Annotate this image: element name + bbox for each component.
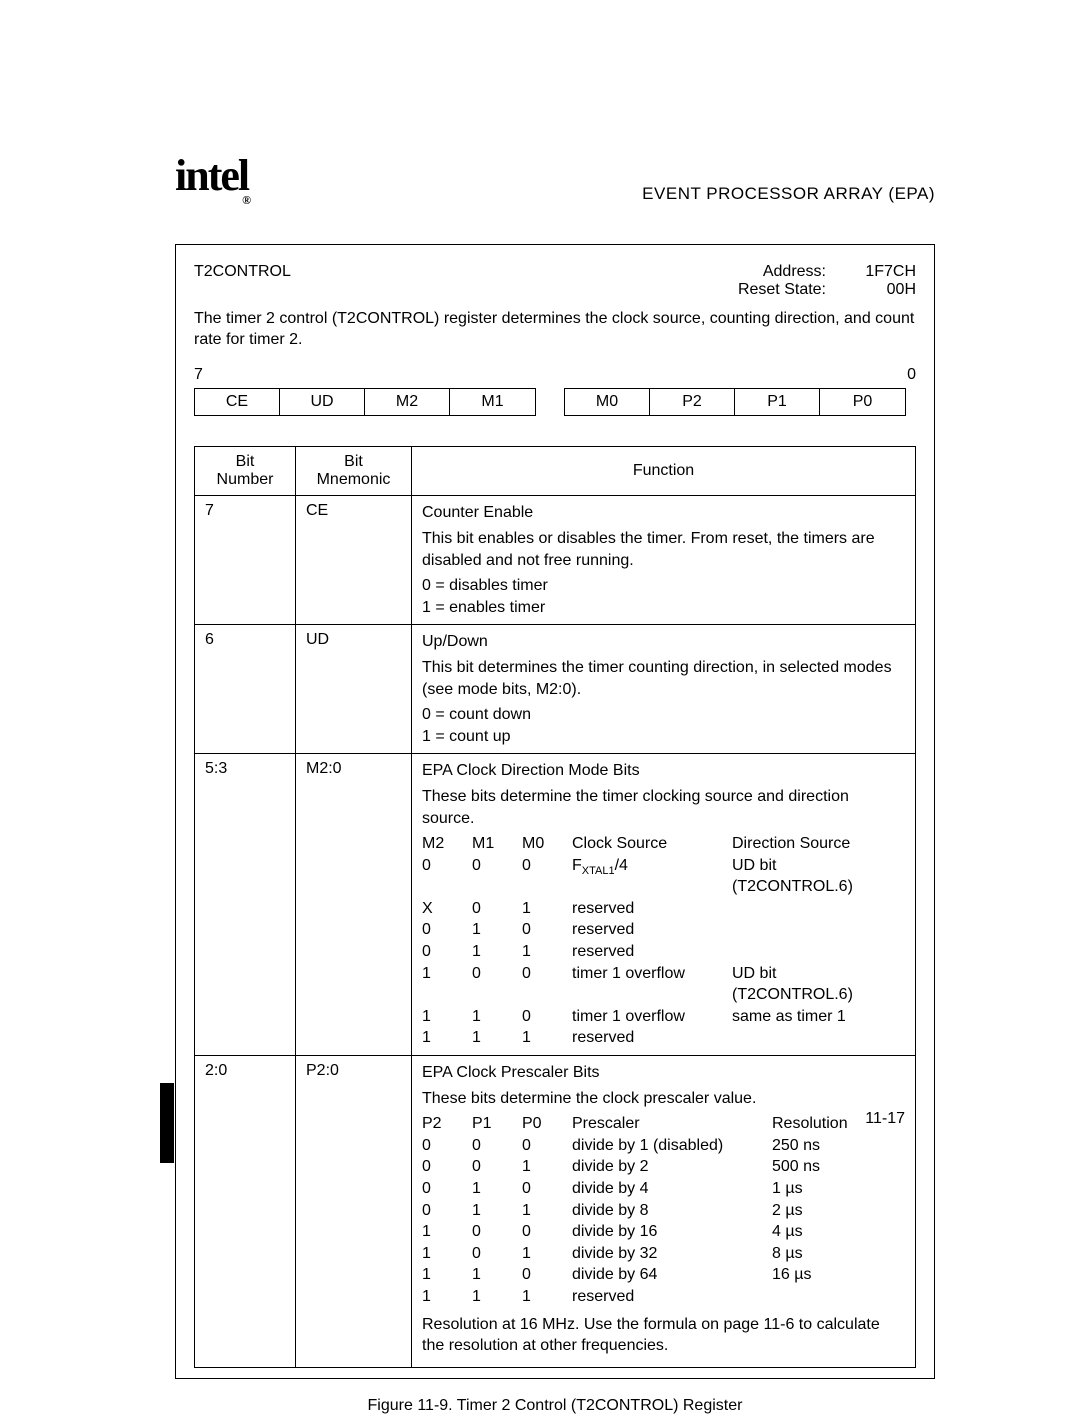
table-row: 7 CE Counter Enable This bit enables or …	[195, 496, 916, 625]
bit-cell: CE	[195, 389, 280, 415]
func-value-1: 1 = count up	[422, 726, 905, 748]
page: intel® EVENT PROCESSOR ARRAY (EPA) T2CON…	[0, 0, 1080, 1397]
side-index-bar	[160, 1083, 174, 1163]
bit-group-low: M0 P2 P1 P0	[564, 388, 906, 416]
bit-group-high: CE UD M2 M1	[194, 388, 536, 416]
function-cell: EPA Clock Direction Mode Bits These bits…	[412, 754, 916, 1056]
bit-number: 2:0	[195, 1056, 296, 1368]
func-title: Counter Enable	[422, 502, 905, 524]
table-row: 2:0 P2:0 EPA Clock Prescaler Bits These …	[195, 1056, 916, 1368]
bit-number-row: 7 0	[194, 366, 916, 384]
func-title: EPA Clock Prescaler Bits	[422, 1062, 905, 1084]
table-header-row: Bit Number Bit Mnemonic Function	[195, 447, 916, 496]
function-cell: EPA Clock Prescaler Bits These bits dete…	[412, 1056, 916, 1368]
bit-cell: P1	[735, 389, 820, 415]
func-para: This bit enables or disables the timer. …	[422, 528, 905, 571]
prescaler-note: Resolution at 16 MHz. Use the formula on…	[422, 1314, 905, 1357]
logo-registered: ®	[242, 193, 249, 207]
function-table: Bit Number Bit Mnemonic Function 7 CE Co…	[194, 446, 916, 1367]
logo-text: intel	[175, 151, 248, 200]
table-row: 6 UD Up/Down This bit determines the tim…	[195, 625, 916, 754]
bit-gap	[536, 388, 564, 416]
func-para: These bits determine the clock prescaler…	[422, 1088, 905, 1110]
bit-number: 5:3	[195, 754, 296, 1056]
func-para: This bit determines the timer counting d…	[422, 657, 905, 700]
col-bit-mnemonic: Bit Mnemonic	[296, 447, 412, 496]
func-value-1: 1 = enables timer	[422, 597, 905, 619]
high-bit: 7	[194, 366, 203, 384]
table-row: 5:3 M2:0 EPA Clock Direction Mode Bits T…	[195, 754, 916, 1056]
bit-cell: P2	[650, 389, 735, 415]
bit-cell: P0	[820, 389, 905, 415]
bit-number: 6	[195, 625, 296, 754]
bit-cell: UD	[280, 389, 365, 415]
bit-cell: M2	[365, 389, 450, 415]
bit-number: 7	[195, 496, 296, 625]
address-label: Address:	[706, 263, 856, 281]
bit-mnemonic: P2:0	[296, 1056, 412, 1368]
function-cell: Counter Enable This bit enables or disab…	[412, 496, 916, 625]
figure-caption: Figure 11-9. Timer 2 Control (T2CONTROL)…	[175, 1397, 935, 1415]
content-area: intel® EVENT PROCESSOR ARRAY (EPA) T2CON…	[175, 150, 935, 1415]
low-bit: 0	[907, 366, 916, 384]
function-cell: Up/Down This bit determines the timer co…	[412, 625, 916, 754]
func-value-0: 0 = disables timer	[422, 575, 905, 597]
bit-cell: M0	[565, 389, 650, 415]
bit-cells: CE UD M2 M1 M0 P2 P1 P0	[194, 388, 916, 416]
register-meta: Address: 1F7CH Reset State: 00H	[706, 263, 916, 299]
func-title: Up/Down	[422, 631, 905, 653]
page-number: 11-17	[865, 1110, 905, 1128]
bit-mnemonic: M2:0	[296, 754, 412, 1056]
func-value-0: 0 = count down	[422, 704, 905, 726]
register-name: T2CONTROL	[194, 263, 291, 299]
reset-label: Reset State:	[706, 281, 856, 299]
mode-subtable: M2 M1 M0 Clock Source Direction Source 0…	[422, 833, 905, 1049]
func-title: EPA Clock Direction Mode Bits	[422, 760, 905, 782]
bit-mnemonic: CE	[296, 496, 412, 625]
prescaler-subtable: P2 P1 P0 Prescaler Resolution 000divide …	[422, 1113, 858, 1307]
intel-logo: intel®	[175, 150, 255, 204]
col-bit-number: Bit Number	[195, 447, 296, 496]
register-box: T2CONTROL Address: 1F7CH Reset State: 00…	[175, 244, 935, 1379]
reset-value: 00H	[856, 281, 916, 299]
bit-cell: M1	[450, 389, 535, 415]
register-header: T2CONTROL Address: 1F7CH Reset State: 00…	[194, 263, 916, 299]
bit-mnemonic: UD	[296, 625, 412, 754]
func-para: These bits determine the timer clocking …	[422, 786, 905, 829]
register-description: The timer 2 control (T2CONTROL) register…	[194, 309, 916, 351]
page-header: intel® EVENT PROCESSOR ARRAY (EPA)	[175, 150, 935, 204]
col-function: Function	[412, 447, 916, 496]
address-value: 1F7CH	[856, 263, 916, 281]
section-title: EVENT PROCESSOR ARRAY (EPA)	[642, 184, 935, 204]
